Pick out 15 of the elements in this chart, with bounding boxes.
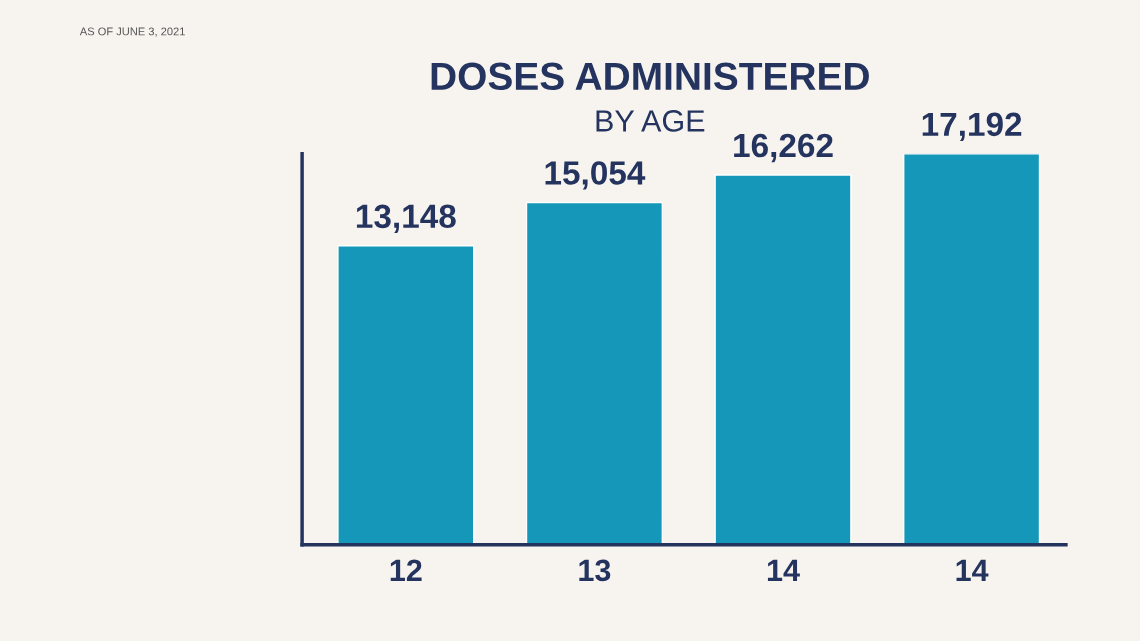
x-tick-label: 14 xyxy=(767,559,800,581)
chart-subtitle: BY AGE xyxy=(596,110,705,132)
text: AS OF JUNE 3, 2021 xyxy=(79,27,185,37)
data-label: 17,192 xyxy=(922,112,1022,141)
bar xyxy=(525,201,664,545)
bar xyxy=(903,153,1041,545)
data-label: 16,262 xyxy=(734,133,833,163)
x-tick-label: 12 xyxy=(390,559,422,581)
x-tick-label: 14 xyxy=(956,559,989,581)
data-label: 15,054 xyxy=(545,161,646,190)
data-label: 13,148 xyxy=(356,204,456,233)
bar xyxy=(337,245,475,545)
chart-title: DOSES ADMINISTERED xyxy=(431,62,869,91)
x-tick-label: 13 xyxy=(579,559,611,582)
bar xyxy=(714,174,852,545)
